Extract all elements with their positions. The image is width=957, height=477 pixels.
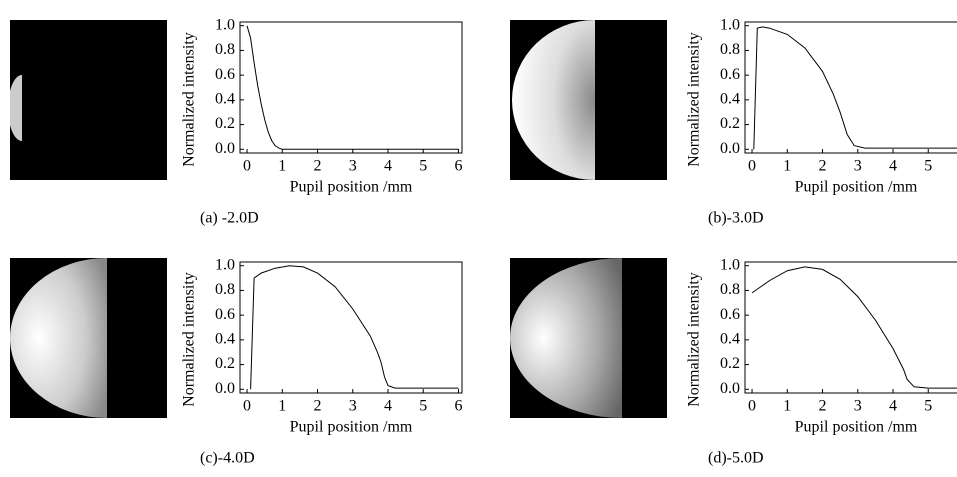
y-tick-label: 1.0 (215, 256, 235, 273)
plot-frame (240, 22, 462, 153)
x-tick-label: 3 (349, 398, 357, 415)
page: 0.0 0.2 0.4 0.6 0.8 1.0 0 1 2 3 4 5 6 Pupil position … (0, 0, 957, 477)
y-tick-label: 0.0 (215, 140, 235, 157)
x-tick-label: 0 (243, 398, 251, 415)
y-tick-label: 0.2 (720, 115, 740, 132)
x-axis-label: Pupil position /mm (795, 419, 918, 436)
y-axis-label: Normalized intensity (181, 32, 198, 167)
x-tick-label: 4 (889, 158, 897, 175)
y-tick-label: 0.6 (720, 306, 740, 323)
x-tick-label: 5 (419, 158, 427, 175)
data-line (752, 267, 957, 388)
plot-frame (745, 262, 957, 393)
x-tick-label: 0 (243, 158, 251, 175)
x-tick-label: 3 (854, 158, 862, 175)
x-tick-label: 0 (748, 158, 756, 175)
y-tick-label: 0.2 (215, 115, 235, 132)
y-tick-label: 0.8 (215, 281, 235, 298)
x-tick-label: 2 (819, 398, 827, 415)
y-tick-label: 0.4 (215, 331, 235, 348)
plot-frame (240, 262, 462, 393)
figure: 0.0 0.2 0.4 0.6 0.8 1.0 0 1 2 3 4 5 6 Pupil position … (0, 0, 957, 477)
y-tick-label: 0.0 (720, 140, 740, 157)
y-tick-label: 0.6 (720, 66, 740, 83)
x-tick-label: 1 (783, 398, 791, 415)
y-tick-label: 0.6 (215, 66, 235, 83)
x-tick-label: 5 (924, 398, 932, 415)
x-axis-label: Pupil position /mm (290, 419, 413, 436)
data-line (247, 26, 459, 150)
plot-frame (745, 22, 957, 153)
x-tick-label: 1 (278, 398, 286, 415)
x-tick-label: 6 (454, 158, 462, 175)
y-tick-label: 1.0 (720, 256, 740, 273)
y-axis-label: Normalized intensity (181, 272, 198, 407)
x-tick-label: 1 (783, 158, 791, 175)
x-tick-label: 2 (314, 158, 322, 175)
x-tick-label: 0 (748, 398, 756, 415)
x-tick-label: 5 (419, 398, 427, 415)
y-tick-label: 1.0 (720, 16, 740, 33)
image-a (10, 20, 167, 180)
panel-caption: (a) -2.0D (200, 210, 259, 227)
x-tick-label: 5 (924, 158, 932, 175)
panel-caption: (b)-3.0D (708, 210, 764, 227)
y-tick-label: 0.4 (720, 91, 740, 108)
x-tick-label: 2 (819, 158, 827, 175)
y-tick-label: 0.8 (720, 41, 740, 58)
panel-caption: (c)-4.0D (200, 450, 255, 467)
x-tick-label: 3 (854, 398, 862, 415)
x-tick-label: 2 (314, 398, 322, 415)
y-tick-label: 0.0 (215, 380, 235, 397)
panel-caption: (d)-5.0D (708, 450, 764, 467)
x-tick-label: 4 (889, 398, 897, 415)
x-tick-label: 3 (349, 158, 357, 175)
y-tick-label: 0.8 (720, 281, 740, 298)
x-tick-label: 4 (384, 158, 392, 175)
y-tick-label: 0.6 (215, 306, 235, 323)
data-line (251, 266, 459, 390)
x-tick-label: 4 (384, 398, 392, 415)
y-tick-label: 0.2 (720, 355, 740, 372)
y-tick-label: 0.4 (215, 91, 235, 108)
x-axis-label: Pupil position /mm (290, 179, 413, 196)
y-axis-label: Normalized intensity (686, 272, 703, 407)
y-tick-label: 0.4 (720, 331, 740, 348)
y-tick-label: 0.2 (215, 355, 235, 372)
data-line (754, 27, 957, 149)
y-tick-label: 0.8 (215, 41, 235, 58)
x-tick-label: 1 (278, 158, 286, 175)
y-axis-label: Normalized intensity (686, 32, 703, 167)
y-tick-label: 0.0 (720, 380, 740, 397)
x-axis-label: Pupil position /mm (795, 179, 918, 196)
y-tick-label: 1.0 (215, 16, 235, 33)
x-tick-label: 6 (454, 398, 462, 415)
